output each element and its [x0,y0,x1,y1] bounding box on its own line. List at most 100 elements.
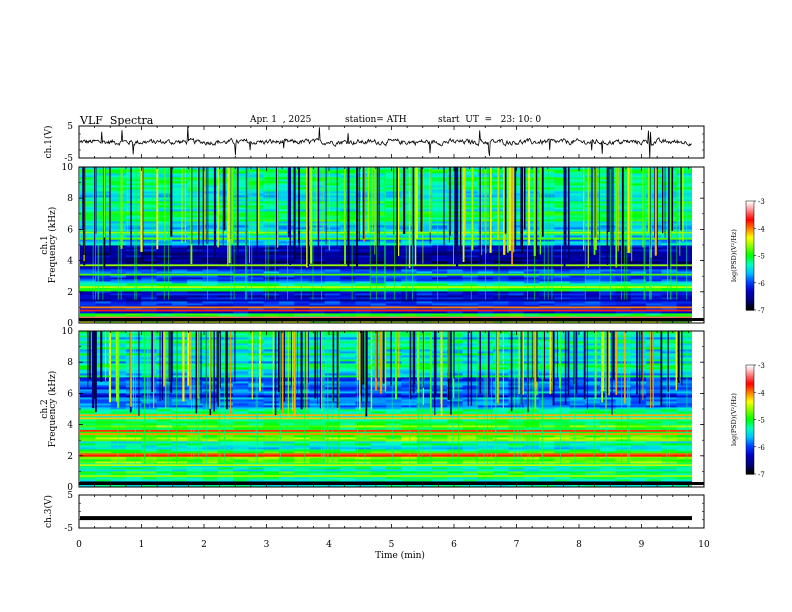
spectrogram-spike [610,167,611,300]
spectrogram-spike [514,167,517,247]
spectrogram-cell [80,293,96,296]
spectrogram-cell [278,249,295,252]
spectrogram-cell [661,477,678,480]
spectrogram-cell [370,233,387,236]
spectrogram-cell [584,315,601,318]
spectrogram-cell [202,303,219,306]
spectrogram-cell [355,467,372,470]
spectrogram-cell [431,179,448,182]
spectrogram-cell [125,275,142,278]
spectrogram-cell [202,485,219,488]
spectrogram-cell [171,195,188,198]
spectrogram-cell [508,447,525,450]
spectrogram-cell [248,303,265,306]
spectrogram-cell [278,223,295,226]
spectrogram-cell [569,473,586,476]
spectrogram-cell [324,271,341,274]
spectrogram-cell [187,449,203,452]
spectrogram-cell [600,229,617,232]
spectrogram-cell [80,219,96,222]
spectrogram-cell [141,305,158,308]
spectrogram-spike [508,167,511,251]
spectrogram-cell [294,477,311,480]
spectrogram-cell [416,293,433,296]
spectrogram-cell [248,261,265,264]
spectrogram-cell [187,465,203,468]
spectrogram-cell [233,287,249,290]
spectrogram-cell [431,457,448,460]
spectrogram-cell [217,289,234,292]
spectrogram-cell [569,303,586,306]
spectrogram-cell [508,257,525,260]
spectrogram-cell [125,207,142,210]
spectrogram-cell [324,205,341,208]
spectrogram-cell [600,275,617,278]
spectrogram-cell [615,485,632,488]
spectrogram-cell [416,199,433,202]
spectrogram-cell [447,315,464,318]
colorbar-label: log(PSD)(V²/Hz) [730,229,738,282]
spectrogram-cell [462,301,479,304]
spectrogram-cell [493,173,509,176]
spectrogram-cell [523,203,540,206]
spectrogram-cell [294,209,311,212]
spectrogram-cell [431,197,448,200]
spectrogram-cell [462,241,479,244]
spectrogram-cell [600,179,617,182]
spectrogram-cell [187,233,203,236]
spectrogram-cell [324,447,341,450]
spectrogram-cell [233,449,249,452]
spectrogram-spike [422,167,424,264]
spectrogram-cell [600,301,617,304]
spectrogram-cell [294,229,311,232]
spectrogram-cell [416,439,433,442]
spectrogram-cell [370,427,387,430]
spectrogram-cell [110,439,127,442]
spectrogram-cell [263,191,280,194]
spectrogram-cell [539,181,555,184]
spectrogram-cell [248,209,265,212]
spectrogram-cell [386,485,402,488]
spectrogram-cell [569,293,586,296]
spectrogram-cell [248,191,265,194]
spectrogram-cell [233,311,249,314]
spectrogram-cell [187,187,203,190]
spectrogram-cell [386,471,402,474]
spectrogram-cell [370,183,387,186]
spectrogram-spike [223,167,226,231]
spectrogram-cell [125,175,142,178]
spectrogram-cell [539,201,555,204]
colorbar-segment [746,228,754,231]
spectrogram-cell [523,233,540,236]
spectrogram-cell [217,255,234,258]
spectrogram-cell [523,173,540,176]
spectrogram-cell [539,315,555,318]
spectrogram-cell [217,441,234,444]
spectrogram-cell [600,443,617,446]
spectrogram-cell [493,439,509,442]
spectrogram-cell [171,263,188,266]
spectrogram-cell [125,279,142,282]
spectrogram-cell [615,431,632,434]
spectrogram-cell [309,471,326,474]
spectrogram-cell [569,467,586,470]
spectrogram-cell [217,225,234,228]
spectrogram-cell [676,243,693,246]
spectrogram-cell [217,251,234,254]
spectrogram-cell [584,451,601,454]
spectrogram-cell [125,285,142,288]
spectrogram-cell [263,445,280,448]
spectrogram-cell [80,259,96,262]
spectrogram-cell [630,427,647,430]
spectrogram-cell [600,291,617,294]
spectrogram-cell [416,221,433,224]
spectrogram-cell [539,179,555,182]
spectrogram-spike [374,167,376,244]
spectrogram-cell [630,223,647,226]
spectrogram-cell [95,471,112,474]
spectrogram-cell [600,191,617,194]
spectrogram-cell [263,421,280,424]
spectrogram-spike [190,167,193,264]
spectrogram-cell [416,447,433,450]
spectrogram-cell [462,299,479,302]
